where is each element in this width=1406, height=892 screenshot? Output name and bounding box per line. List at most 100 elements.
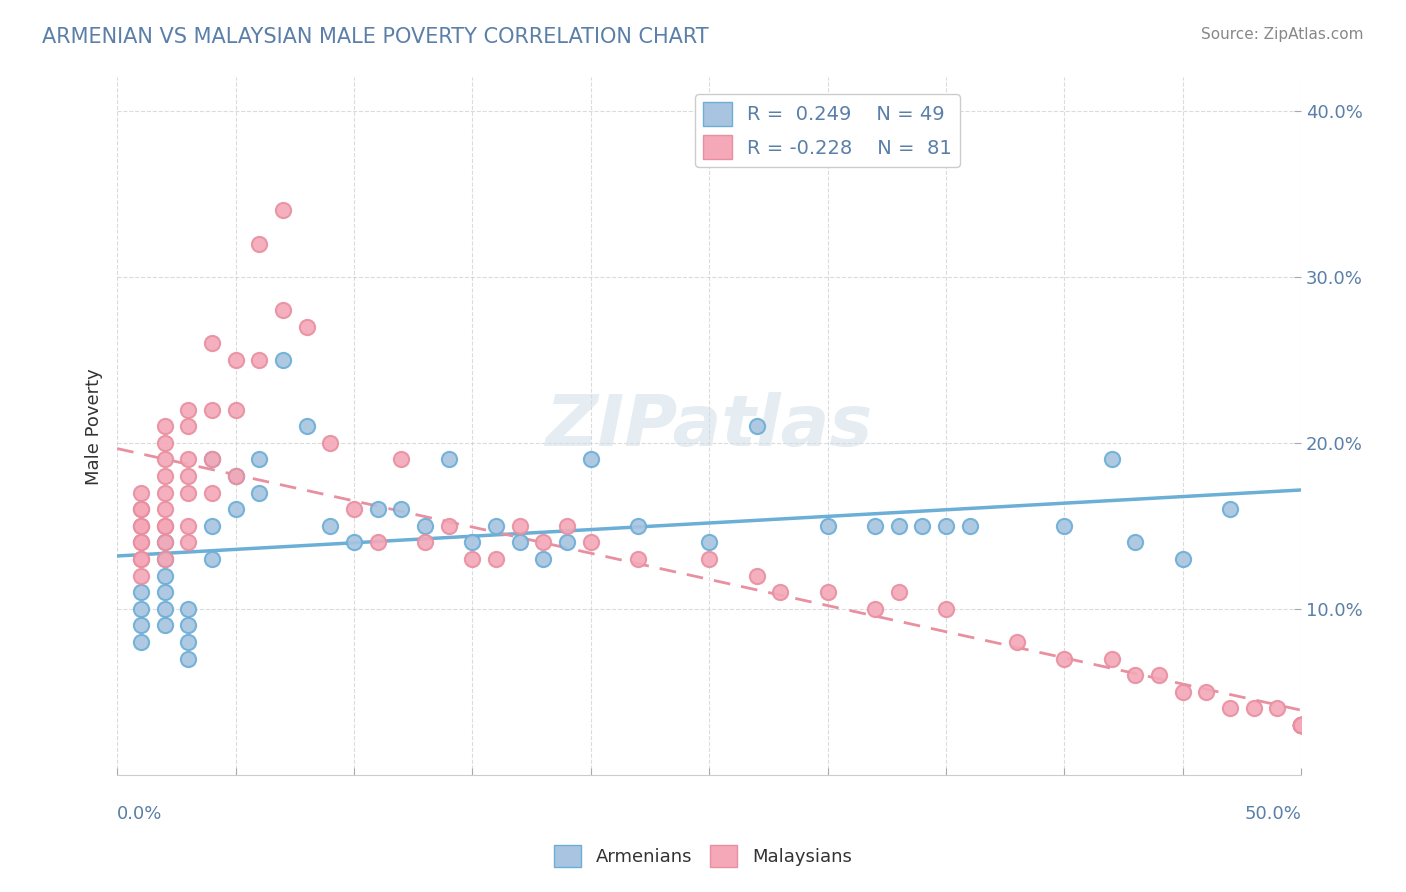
Point (177, 402, 200, 417)
Point (129, 552, 152, 566)
Point (201, 552, 224, 566)
Point (153, 618, 176, 632)
Point (129, 602, 152, 616)
Point (129, 518, 152, 533)
Point (461, 552, 484, 566)
Point (1289, 718, 1312, 732)
Point (1171, 685, 1194, 699)
Point (437, 452, 460, 467)
Point (911, 518, 934, 533)
Point (1195, 685, 1218, 699)
Point (153, 552, 176, 566)
Point (153, 568, 176, 582)
Point (177, 535, 200, 549)
Point (509, 518, 531, 533)
Point (817, 585, 839, 599)
Point (343, 502, 366, 516)
Point (295, 419, 318, 434)
Point (153, 435, 176, 450)
Point (201, 452, 224, 467)
Point (129, 502, 152, 516)
Point (1125, 535, 1147, 549)
Point (177, 469, 200, 483)
Point (745, 419, 768, 434)
Point (153, 452, 176, 467)
Point (271, 203, 294, 218)
Point (177, 602, 200, 616)
Point (343, 535, 366, 549)
Point (1053, 651, 1076, 665)
Point (153, 469, 176, 483)
Point (531, 535, 554, 549)
Text: Source: ZipAtlas.com: Source: ZipAtlas.com (1201, 27, 1364, 42)
Point (1289, 718, 1312, 732)
Point (1053, 518, 1076, 533)
Point (225, 502, 247, 516)
Point (153, 485, 176, 500)
Point (1289, 718, 1312, 732)
Point (1289, 718, 1312, 732)
Text: 50.0%: 50.0% (1244, 805, 1301, 823)
Point (1289, 718, 1312, 732)
Y-axis label: Male Poverty: Male Poverty (86, 368, 103, 484)
Point (1219, 701, 1241, 715)
Point (1289, 718, 1312, 732)
Point (129, 635, 152, 649)
Point (555, 535, 578, 549)
Point (389, 452, 412, 467)
Legend: R =  0.249    N = 49, R = -0.228    N =  81: R = 0.249 N = 49, R = -0.228 N = 81 (695, 95, 960, 167)
Point (413, 518, 436, 533)
Point (745, 568, 768, 582)
Point (863, 602, 886, 616)
Point (129, 518, 152, 533)
Point (1289, 718, 1312, 732)
Point (485, 518, 508, 533)
Point (177, 651, 200, 665)
Point (1289, 718, 1312, 732)
Point (367, 502, 389, 516)
Point (319, 435, 342, 450)
Point (295, 319, 318, 334)
Point (1005, 635, 1028, 649)
Point (1171, 552, 1194, 566)
Point (247, 236, 270, 251)
Point (389, 502, 412, 516)
Point (555, 518, 578, 533)
Point (627, 552, 650, 566)
Point (1267, 701, 1289, 715)
Point (579, 535, 602, 549)
Point (1101, 651, 1123, 665)
Point (153, 552, 176, 566)
Point (887, 518, 910, 533)
Point (1289, 718, 1312, 732)
Point (153, 502, 176, 516)
Point (627, 518, 650, 533)
Point (1289, 718, 1312, 732)
Point (153, 535, 176, 549)
Point (531, 552, 554, 566)
Point (319, 518, 342, 533)
Point (1219, 502, 1241, 516)
Point (935, 518, 957, 533)
Text: 0.0%: 0.0% (117, 805, 163, 823)
Point (129, 535, 152, 549)
Point (863, 518, 886, 533)
Point (177, 618, 200, 632)
Legend: Armenians, Malaysians: Armenians, Malaysians (547, 838, 859, 874)
Point (177, 485, 200, 500)
Point (153, 518, 176, 533)
Point (177, 635, 200, 649)
Point (177, 419, 200, 434)
Point (201, 336, 224, 351)
Point (129, 618, 152, 632)
Point (201, 402, 224, 417)
Point (579, 452, 602, 467)
Point (959, 518, 981, 533)
Point (153, 419, 176, 434)
Point (153, 602, 176, 616)
Point (247, 452, 270, 467)
Point (129, 585, 152, 599)
Point (485, 552, 508, 566)
Point (1125, 668, 1147, 682)
Point (153, 585, 176, 599)
